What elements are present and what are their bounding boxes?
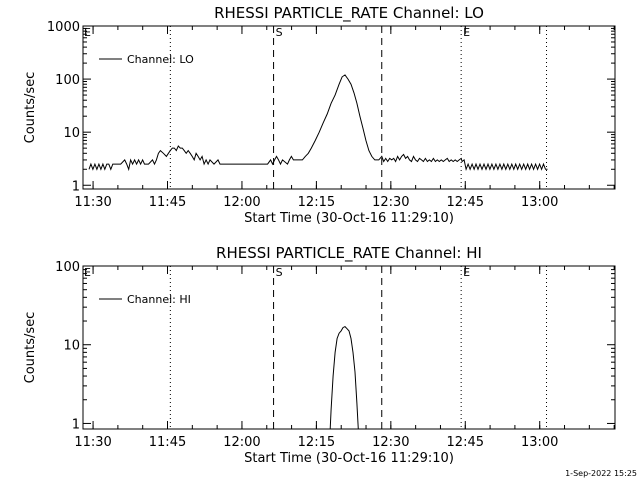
x-axis-label: Start Time (30-Oct-16 11:29:10) (244, 451, 454, 466)
edge-label: E (84, 26, 91, 39)
x-axis-label: Start Time (30-Oct-16 11:29:10) (244, 211, 454, 226)
edge-label: E (84, 266, 91, 279)
x-tick-label: 12:30 (372, 435, 409, 450)
panel-hi: RHESSI PARTICLE_RATE Channel: HI S E E 11:30… (23, 244, 616, 466)
x-tick-label: 12:45 (447, 435, 484, 450)
x-tick-label: 12:30 (372, 195, 409, 210)
x-tick-label: 11:30 (74, 195, 111, 210)
y-tick-label: 100 (55, 73, 80, 88)
x-tick-label: 13:00 (521, 435, 558, 450)
y-tick-label: 1 (72, 179, 80, 194)
x-tick-label: 12:00 (223, 195, 260, 210)
y-tick-label: 1000 (47, 20, 80, 35)
chart-title: RHESSI PARTICLE_RATE Channel: LO (214, 4, 484, 23)
panel-lo: RHESSI PARTICLE_RATE Channel: LO S E E 11:30… (23, 4, 616, 226)
x-tick-label: 11:45 (149, 195, 186, 210)
x-tick-label: 11:45 (149, 435, 186, 450)
x-tick-label: 12:00 (223, 435, 260, 450)
marker-label: E (463, 26, 470, 39)
legend-label: Channel: LO (127, 53, 194, 66)
y-tick-label: 10 (63, 126, 80, 141)
x-tick-label: 12:15 (298, 435, 335, 450)
marker-label: E (463, 266, 470, 279)
chart-title: RHESSI PARTICLE_RATE Channel: HI (216, 244, 482, 263)
plot-frame (82, 265, 616, 430)
series-line (329, 325, 359, 429)
y-tick-label: 100 (55, 260, 80, 275)
footer-timestamp: 1-Sep-2022 15:25 (565, 469, 637, 478)
series-line (88, 74, 548, 172)
x-tick-label: 13:00 (521, 195, 558, 210)
legend-label: Channel: HI (127, 293, 191, 306)
plot-frame (82, 25, 616, 190)
y-tick-label: 1 (72, 417, 80, 432)
marker-label: S (276, 26, 283, 39)
y-axis-label: Counts/sec (23, 312, 38, 384)
x-tick-label: 12:45 (447, 195, 484, 210)
marker-label: S (276, 266, 283, 279)
y-tick-label: 10 (63, 339, 80, 354)
x-tick-label: 12:15 (298, 195, 335, 210)
y-axis-label: Counts/sec (23, 72, 38, 144)
x-tick-label: 11:30 (74, 435, 111, 450)
